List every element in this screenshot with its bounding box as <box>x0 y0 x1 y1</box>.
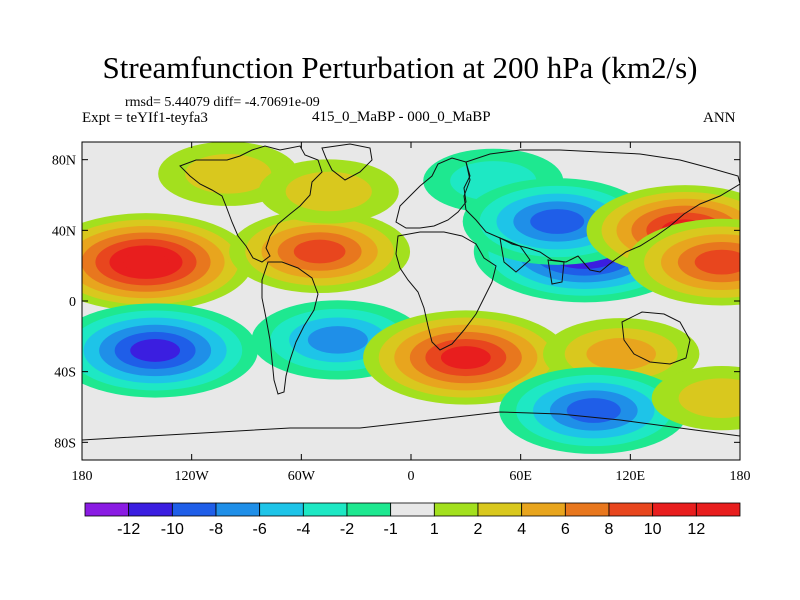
coastline-outline <box>82 143 740 460</box>
colorbar-label: 6 <box>561 521 570 538</box>
colorbar-label: 10 <box>644 521 662 538</box>
colorbar-swatch <box>128 502 173 517</box>
contour-level <box>123 251 169 273</box>
x-axis-ticks: 180 120W 60W 0 60E 120E 180 <box>72 142 751 484</box>
contour-level <box>566 398 621 423</box>
anomaly-cell-3 <box>229 210 411 294</box>
colorbar-swatch <box>302 502 348 517</box>
colorbar-swatch <box>171 502 217 517</box>
contour-level <box>130 339 181 362</box>
colorbar-label: -1 <box>384 521 398 538</box>
anomaly-cell-11 <box>499 367 689 454</box>
contour-level <box>694 249 740 275</box>
colorbar-label: -2 <box>340 521 354 538</box>
colorbar-label: 2 <box>474 521 483 538</box>
y-tick-label: 80S <box>54 436 76 451</box>
colorbar-label: 4 <box>517 521 526 538</box>
contour-field <box>82 142 740 460</box>
colorbar-label: 12 <box>687 521 705 538</box>
x-tick-label: 180 <box>730 469 751 484</box>
anomaly-cell-0 <box>82 213 253 312</box>
anomaly-cell-4 <box>258 159 399 224</box>
colorbar-swatch <box>695 502 741 517</box>
period-label: 415_0_MaBP - 000_0_MaBP <box>312 109 491 125</box>
anomaly-cell-1 <box>82 303 258 398</box>
contour-level <box>530 209 585 234</box>
colorbar-swatch <box>215 502 261 517</box>
y-tick-label: 0 <box>69 295 76 310</box>
colorbar-swatch <box>84 502 130 517</box>
colorbar-label: 8 <box>605 521 614 538</box>
colorbar-label: -4 <box>296 521 310 538</box>
colorbar-label: -6 <box>253 521 267 538</box>
contour-level <box>440 346 491 369</box>
x-tick-label: 120W <box>175 469 210 484</box>
x-tick-label: 60E <box>509 469 532 484</box>
colorbar-swatch <box>652 502 697 517</box>
colorbar-swatch <box>477 502 523 517</box>
rmsd-diff-label: rmsd= 5.44079 diff= -4.70691e-09 <box>125 95 320 110</box>
contour-level <box>293 239 346 264</box>
contour-level <box>586 338 656 370</box>
contour-level <box>678 378 740 418</box>
contour-level <box>285 171 372 212</box>
colorbar-label: -12 <box>117 521 140 538</box>
colorbar-label: -10 <box>161 521 184 538</box>
contour-level <box>307 326 368 354</box>
y-tick-label: 40S <box>54 366 76 381</box>
x-tick-label: 120E <box>616 469 646 484</box>
colorbar-legend: -12 -10 -8 -6 -4 -2 -1 1 2 4 6 8 10 12 <box>84 502 741 538</box>
contour-level <box>185 154 272 194</box>
colorbar-label: -8 <box>209 521 223 538</box>
x-tick-label: 180 <box>72 469 93 484</box>
anomaly-cell-13 <box>627 218 740 306</box>
colorbar-swatch <box>433 502 479 517</box>
colorbar-swatch <box>346 502 392 517</box>
colorbar-swatch <box>390 502 435 517</box>
colorbar-swatch <box>608 502 654 517</box>
x-tick-label: 60W <box>288 469 316 484</box>
anomaly-cell-6 <box>363 310 569 405</box>
colorbar-swatch <box>259 502 304 517</box>
y-tick-label: 80N <box>52 154 76 169</box>
colorbar-swatch <box>521 502 566 517</box>
x-tick-label: 0 <box>408 469 415 484</box>
anomaly-cell-14 <box>651 366 740 431</box>
chart-title: Streamfunction Perturbation at 200 hPa (… <box>102 50 698 85</box>
y-axis-ticks: 80N 40N 0 40S 80S <box>52 154 740 451</box>
season-label: ANN <box>703 110 736 126</box>
colorbar-label: 1 <box>430 521 439 538</box>
colorbar-swatch <box>564 502 610 517</box>
experiment-label: Expt = teYIf1-teyfa3 <box>82 110 208 126</box>
y-tick-label: 40N <box>52 224 76 239</box>
